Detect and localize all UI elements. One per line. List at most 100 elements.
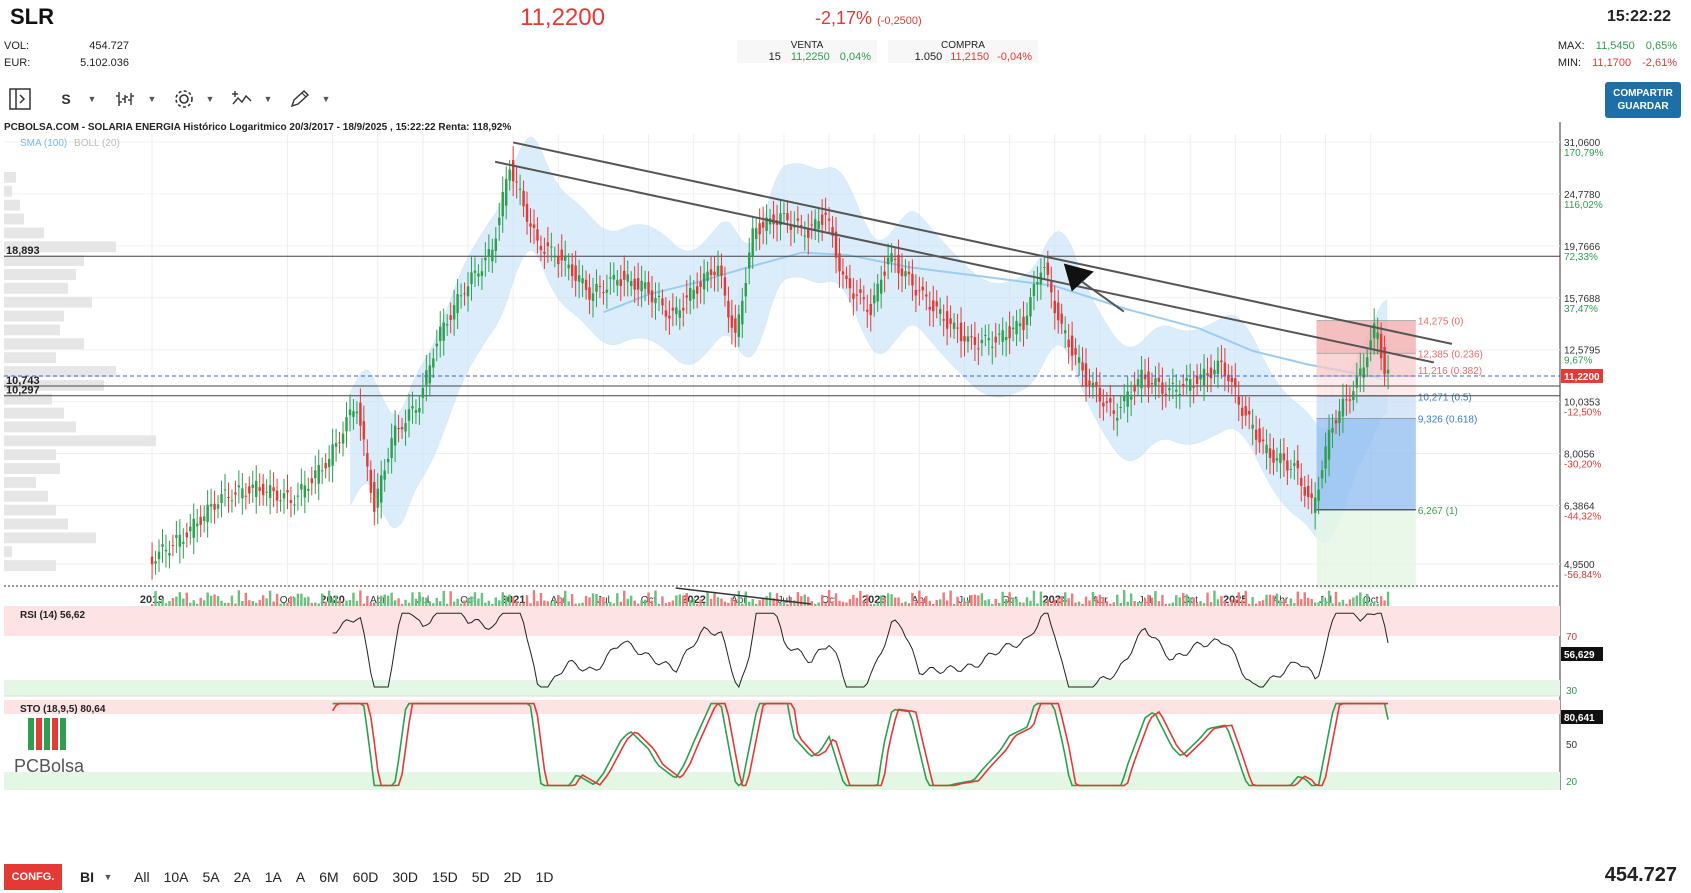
sell-book: VENTA 15 11,2250 0,04% [737, 40, 877, 63]
volume-bar [1213, 590, 1216, 610]
y-tick-pct: 72,33% [1564, 252, 1598, 263]
max-label: MAX: [1557, 40, 1585, 52]
venta-qty: 15 [768, 51, 781, 63]
volume-bar [498, 600, 501, 610]
candle-body [501, 191, 504, 217]
candle-body [1098, 387, 1102, 402]
candle-body [1241, 407, 1244, 416]
volume-profile-bar [4, 449, 56, 461]
pcbolsa-logo: PCBolsa [14, 718, 85, 776]
candle-body [629, 280, 633, 286]
settings-caret-icon[interactable]: ▼ [205, 94, 215, 104]
candle-body [1313, 497, 1317, 513]
volume-bar [751, 598, 754, 610]
y-tick-pct: -56,84% [1564, 570, 1601, 581]
volume-bar [182, 598, 185, 610]
timeframe-30d[interactable]: 30D [392, 868, 419, 885]
volume-bar [1095, 596, 1098, 610]
volume-bar [1334, 591, 1338, 610]
candle-body [591, 293, 595, 301]
candle-body [834, 231, 838, 258]
volume-bar [251, 600, 254, 610]
bi-caret-icon[interactable]: ▼ [103, 871, 113, 882]
candle-body [574, 265, 577, 281]
share-save-button[interactable]: COMPARTIR GUARDAR [1605, 82, 1681, 118]
candle-body [543, 251, 546, 254]
indicators-icon[interactable] [228, 85, 256, 113]
candle-body [161, 544, 164, 547]
candle-body [459, 295, 463, 297]
arrow-annotation-tail [1081, 280, 1125, 313]
price-chart[interactable]: 2019Oct2020AbrJulOct2021AbrJulOct2022Abr… [0, 118, 1691, 858]
period-button[interactable]: S [61, 91, 71, 107]
volume-bar [1282, 599, 1286, 610]
timeframe-a[interactable]: A [295, 868, 306, 885]
volume-bar [525, 595, 529, 610]
candle-body [1112, 410, 1116, 414]
timeframe-1d[interactable]: 1D [535, 868, 554, 885]
candle-body [439, 326, 442, 341]
sto-legend: STO (18,9,5) 80,64 [20, 704, 106, 715]
timeframe-6m[interactable]: 6M [319, 868, 339, 885]
eur-row: EUR: 5.102.036 [4, 57, 129, 69]
timeframe-2d[interactable]: 2D [503, 868, 522, 885]
candle-body [682, 307, 685, 311]
settings-gear-icon[interactable] [170, 85, 198, 113]
volume-bar [1029, 600, 1032, 610]
main-chart-area[interactable]: 2019Oct2020AbrJulOct2021AbrJulOct2022Abr… [0, 118, 1691, 858]
candle-body [779, 213, 782, 226]
candle-body [178, 534, 182, 547]
y-tick-price: 19,7666 [1564, 242, 1601, 253]
candle-body [1359, 368, 1362, 376]
volume-profile-bar [4, 560, 56, 571]
candle-body [782, 212, 786, 214]
fib-level-label: 14,275 (0) [1418, 317, 1464, 328]
volume-bar [1122, 590, 1126, 610]
candle-body [577, 275, 581, 282]
bi-button[interactable]: BI [80, 868, 94, 885]
timeframe-5d[interactable]: 5D [471, 868, 490, 885]
indicators-caret-icon[interactable]: ▼ [263, 94, 273, 104]
volume-bar [1060, 595, 1063, 610]
period-caret-icon[interactable]: ▼ [87, 94, 97, 104]
config-button[interactable]: CONFG. [4, 863, 62, 890]
timeframe-60d[interactable]: 60D [352, 868, 379, 885]
sidebar-toggle-icon[interactable] [6, 85, 34, 113]
timeframe-5a[interactable]: 5A [202, 868, 220, 885]
volume-bar [501, 592, 504, 610]
timeframe-1a[interactable]: 1A [264, 868, 282, 885]
drawing-pencil-icon[interactable] [286, 85, 314, 113]
candle-body [671, 307, 675, 311]
candle-body [789, 225, 793, 231]
volume-bar [682, 595, 685, 610]
chart-type-icon[interactable] [112, 85, 140, 113]
timeframe-15d[interactable]: 15D [432, 868, 458, 885]
candle-body [612, 274, 616, 280]
candle-body [1199, 374, 1202, 380]
volume-bar [1015, 598, 1018, 610]
bottom-bar: CONFG. BI ▼ All 10A 5A 2A 1A A 6M 60D 30D 15D 5D 2D… [0, 860, 1691, 893]
timeframe-10a[interactable]: 10A [163, 868, 189, 885]
candle-body [1025, 315, 1029, 326]
candle-body [1303, 487, 1306, 496]
candle-body [803, 235, 807, 237]
price-change: -2,17% (-0,2500) [815, 8, 922, 29]
drawing-caret-icon[interactable]: ▼ [321, 94, 331, 104]
candle-body [855, 294, 859, 296]
volume-bar [897, 597, 900, 610]
candle-body [407, 409, 411, 421]
candle-body [1324, 446, 1327, 469]
candle-body [748, 252, 751, 269]
volume-bar [734, 600, 737, 610]
candle-body [1178, 394, 1181, 396]
min-label: MIN: [1557, 57, 1582, 69]
timeframe-2a[interactable]: 2A [233, 868, 251, 885]
candle-body [869, 303, 872, 316]
candle-body [227, 496, 230, 498]
chart-type-caret-icon[interactable]: ▼ [147, 94, 157, 104]
timeframe-all[interactable]: All [134, 868, 150, 885]
candle-body [1022, 316, 1025, 331]
candle-body [411, 406, 414, 409]
volume-bar [838, 600, 841, 610]
volume-bar [477, 598, 480, 610]
